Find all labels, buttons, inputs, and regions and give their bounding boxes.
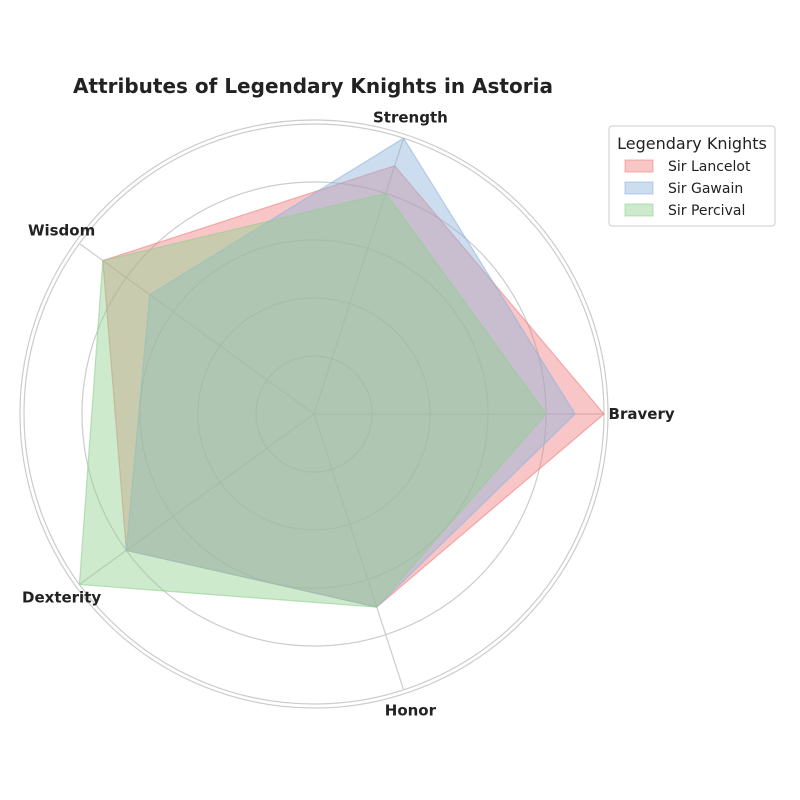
- axis-label-dexterity: Dexterity: [22, 588, 101, 606]
- legend-swatch: [624, 181, 654, 195]
- axis-spoke: [313, 138, 405, 415]
- axis-labels: Bravery Strength Wisdom Dexterity Honor: [22, 108, 675, 719]
- legend-swatch: [624, 159, 654, 173]
- legend-label: Sir Lancelot: [668, 159, 751, 175]
- axis-label-bravery: Bravery: [609, 405, 675, 423]
- legend: Legendary Knights Sir Lancelot Sir Gawain…: [608, 125, 776, 227]
- legend-swatch: [624, 203, 654, 217]
- legend-label: Sir Gawain: [668, 181, 743, 197]
- chart-title: Attributes of Legendary Knights in Astor…: [73, 74, 553, 98]
- series-area-sir-percival: [78, 192, 547, 608]
- axis-label-strength: Strength: [373, 108, 448, 126]
- series-area-sir-gawain: [125, 137, 576, 608]
- axis-spoke: [79, 413, 315, 585]
- axis-label-wisdom: Wisdom: [28, 222, 95, 240]
- legend-items: Sir Lancelot Sir Gawain Sir Percival: [624, 159, 751, 219]
- legend-title: Legendary Knights: [617, 134, 767, 153]
- series-areas: [78, 137, 605, 608]
- axis-label-honor: Honor: [385, 702, 437, 720]
- outer-ring: [19, 119, 609, 709]
- legend-frame: [608, 125, 776, 227]
- legend-label: Sir Percival: [668, 203, 745, 219]
- axis-spoke: [79, 243, 315, 415]
- series-area-sir-lancelot: [102, 165, 605, 608]
- axis-spoke: [313, 413, 405, 690]
